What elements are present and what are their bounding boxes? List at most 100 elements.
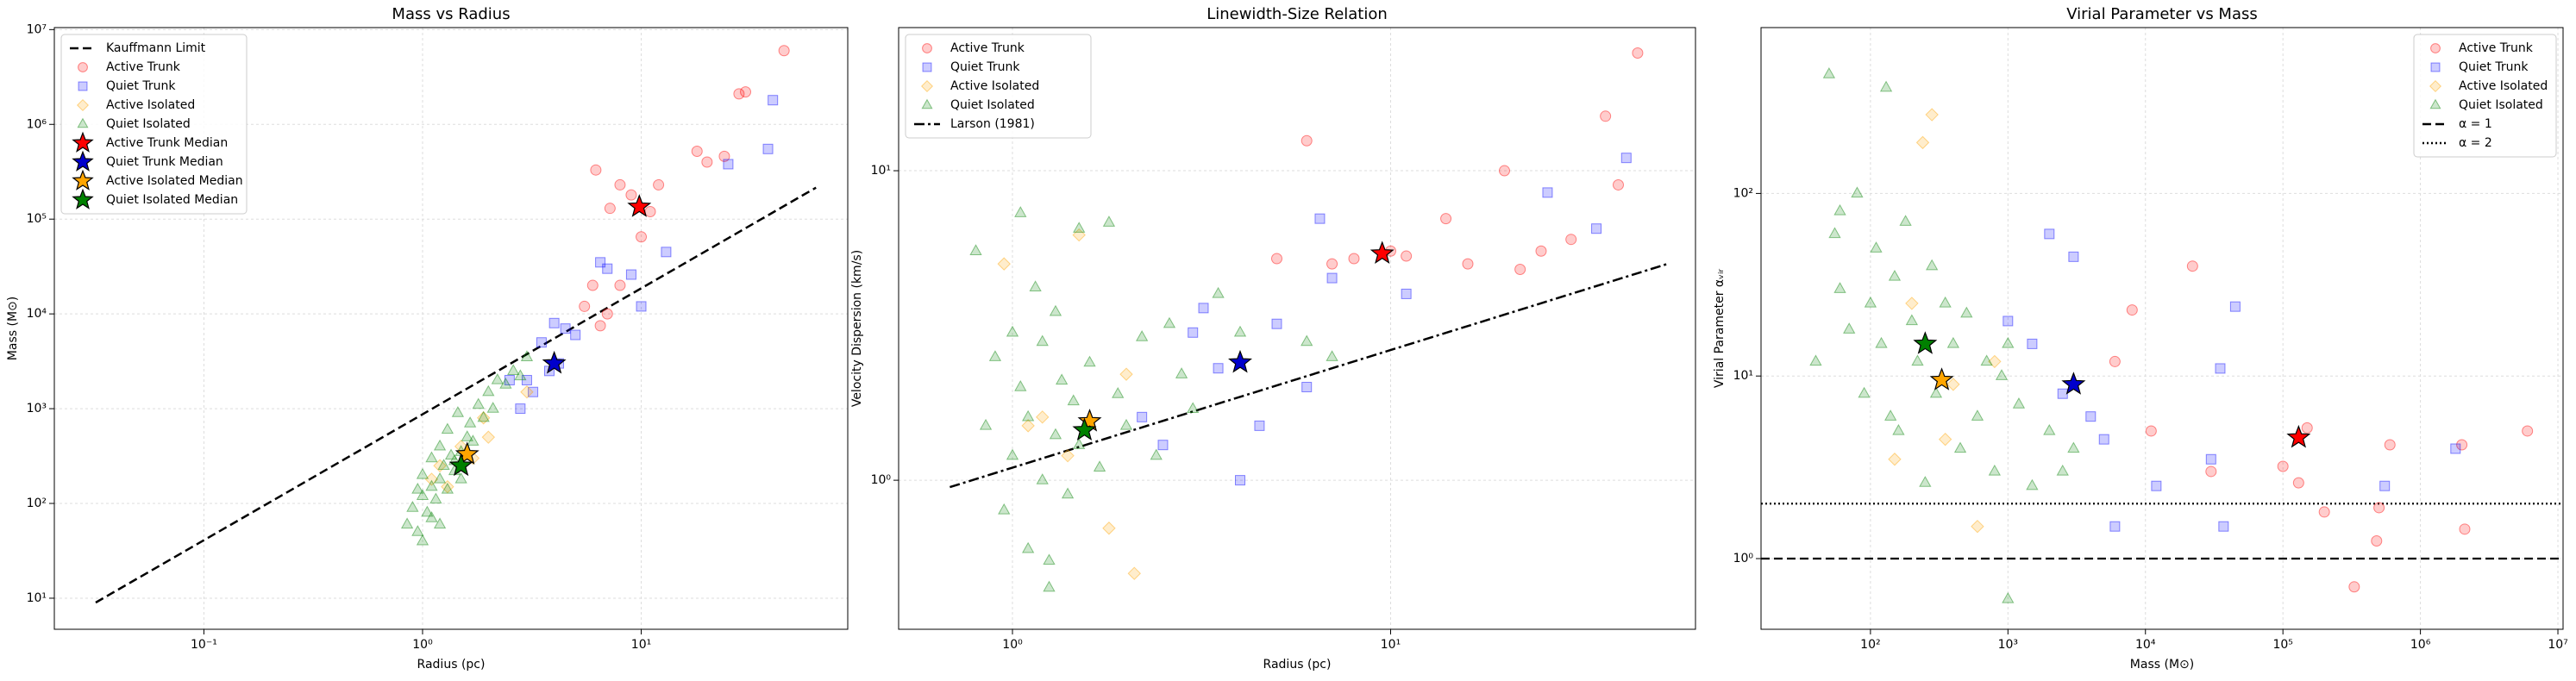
marker-star bbox=[2286, 424, 2311, 448]
marker-triangle bbox=[2043, 423, 2056, 435]
marker-triangle bbox=[2002, 336, 2015, 348]
marker-triangle bbox=[2012, 397, 2026, 409]
x-axis-label: Radius (pc) bbox=[1263, 658, 1332, 672]
marker-square bbox=[1213, 363, 1224, 374]
panel-title: Mass vs Radius bbox=[392, 5, 510, 23]
marker-square bbox=[1235, 475, 1245, 486]
marker-triangle bbox=[433, 472, 447, 484]
marker-circle bbox=[2109, 355, 2121, 367]
y-tick-label: 10¹ bbox=[27, 591, 47, 605]
marker-triangle bbox=[400, 517, 414, 529]
legend-label: Active Trunk bbox=[2459, 41, 2534, 55]
marker-square bbox=[2044, 228, 2055, 240]
marker-diamond bbox=[1888, 453, 1902, 466]
marker-circle bbox=[2348, 581, 2360, 593]
marker-triangle bbox=[1067, 394, 1080, 406]
marker-circle bbox=[653, 178, 665, 191]
marker-circle bbox=[2205, 465, 2217, 478]
marker-circle bbox=[614, 279, 626, 291]
marker-diamond bbox=[441, 479, 454, 494]
marker-square bbox=[2379, 480, 2391, 491]
marker-triangle bbox=[1809, 354, 1822, 366]
marker-square bbox=[1271, 318, 1282, 329]
marker-triangle bbox=[1946, 336, 1960, 348]
marker-triangle bbox=[433, 439, 447, 451]
marker-triangle bbox=[1326, 350, 1338, 361]
marker-circle bbox=[2186, 260, 2198, 272]
marker-circle bbox=[1326, 258, 1338, 270]
marker-diamond bbox=[520, 385, 534, 399]
marker-square bbox=[636, 301, 647, 312]
marker-circle bbox=[1348, 253, 1360, 265]
marker-square bbox=[2109, 521, 2121, 532]
legend-label: Active Isolated bbox=[950, 79, 1039, 93]
legend-label: Quiet Isolated bbox=[106, 117, 191, 131]
y-tick-label: 10⁵ bbox=[27, 212, 47, 226]
marker-star bbox=[1369, 241, 1395, 265]
marker-triangle bbox=[411, 482, 424, 494]
marker-diamond bbox=[1946, 378, 1960, 391]
marker-square bbox=[1591, 223, 1602, 234]
marker-triangle bbox=[1884, 409, 1897, 421]
marker-triangle bbox=[1858, 386, 1871, 398]
marker-square bbox=[1314, 213, 1326, 224]
marker-triangle bbox=[1073, 222, 1086, 233]
marker-circle bbox=[740, 86, 752, 98]
legend-label: Active Isolated Median bbox=[106, 174, 243, 188]
marker-triangle bbox=[416, 467, 429, 479]
marker-triangle bbox=[1061, 487, 1075, 499]
marker-square bbox=[2430, 62, 2441, 72]
marker-triangle bbox=[988, 350, 1002, 361]
marker-triangle bbox=[425, 451, 438, 463]
y-tick-label: 10⁶ bbox=[27, 117, 47, 131]
marker-star bbox=[542, 350, 567, 374]
x-tick-label: 10⁵ bbox=[2272, 638, 2292, 652]
marker-square bbox=[1620, 153, 1632, 164]
marker-star bbox=[448, 453, 473, 477]
marker-diamond bbox=[76, 98, 90, 112]
marker-square bbox=[661, 247, 672, 258]
marker-square bbox=[2098, 434, 2109, 445]
legend-label: Quiet Isolated bbox=[2459, 98, 2543, 112]
marker-triangle bbox=[2056, 464, 2069, 476]
marker-circle bbox=[2522, 425, 2534, 437]
marker-square bbox=[2450, 443, 2461, 454]
y-tick-label: 10⁰ bbox=[1733, 552, 1754, 565]
reference-line bbox=[95, 186, 817, 604]
marker-triangle bbox=[2002, 591, 2015, 603]
marker-star bbox=[72, 188, 94, 209]
marker-square bbox=[922, 62, 932, 72]
legend-box bbox=[2413, 34, 2557, 158]
y-tick-label: 10² bbox=[27, 497, 47, 510]
marker-square bbox=[2151, 480, 2162, 491]
marker-circle bbox=[2126, 304, 2138, 316]
marker-triangle bbox=[77, 117, 89, 128]
legend-label: Quiet Trunk bbox=[2459, 60, 2529, 74]
marker-diamond bbox=[433, 459, 447, 472]
x-axis-label: Mass (M⊙) bbox=[2130, 658, 2194, 672]
marker-star bbox=[1929, 367, 1954, 390]
marker-star bbox=[454, 441, 479, 465]
marker-triangle bbox=[1995, 369, 2009, 380]
marker-circle bbox=[2145, 425, 2157, 437]
y-tick-label: 10⁰ bbox=[871, 473, 892, 487]
marker-triangle bbox=[1006, 325, 1019, 337]
marker-triangle bbox=[472, 397, 485, 409]
marker-triangle bbox=[1892, 423, 1905, 435]
marker-triangle bbox=[444, 448, 458, 460]
marker-triangle bbox=[520, 350, 534, 361]
marker-square bbox=[1198, 303, 1209, 314]
marker-triangle bbox=[499, 377, 512, 389]
marker-square bbox=[515, 403, 526, 415]
marker-square bbox=[1188, 327, 1199, 338]
legend-label: Quiet Trunk Median bbox=[106, 155, 223, 169]
marker-star bbox=[72, 169, 94, 191]
marker-triangle bbox=[425, 511, 438, 522]
marker-star bbox=[72, 150, 94, 172]
marker-triangle bbox=[1851, 186, 1864, 198]
marker-circle bbox=[922, 43, 932, 53]
legend-label: Active Trunk bbox=[106, 60, 181, 74]
marker-triangle bbox=[1911, 354, 1924, 366]
marker-square bbox=[723, 159, 734, 170]
marker-diamond bbox=[1925, 108, 1939, 122]
